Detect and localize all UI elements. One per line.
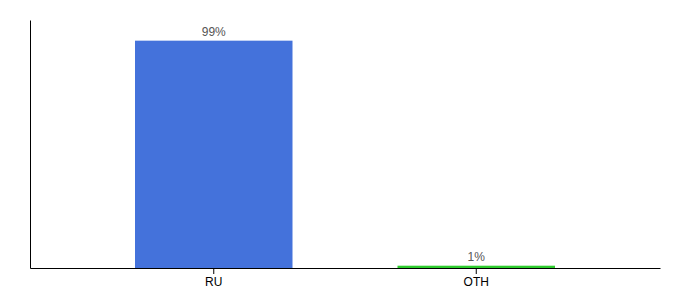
plot: RU OTH 99% 1% xyxy=(31,21,661,289)
bar xyxy=(398,266,556,268)
chart: RU OTH 99% 1% xyxy=(0,0,680,300)
x-axis: RU OTH xyxy=(31,268,661,289)
data-label: 99% xyxy=(202,25,226,39)
bar xyxy=(135,41,293,268)
data-labels: 99% 1% xyxy=(202,25,486,264)
x-axis-line xyxy=(31,268,661,269)
x-tick-mark xyxy=(213,268,214,274)
y-axis xyxy=(30,21,31,269)
x-tick-label: OTH xyxy=(464,275,489,289)
y-axis-line xyxy=(30,21,31,269)
x-tick: OTH xyxy=(464,268,489,289)
x-tick: RU xyxy=(205,268,222,289)
data-label: 1% xyxy=(468,250,486,264)
x-tick-label: RU xyxy=(205,275,222,289)
bars xyxy=(135,41,555,268)
x-tick-mark xyxy=(476,268,477,274)
